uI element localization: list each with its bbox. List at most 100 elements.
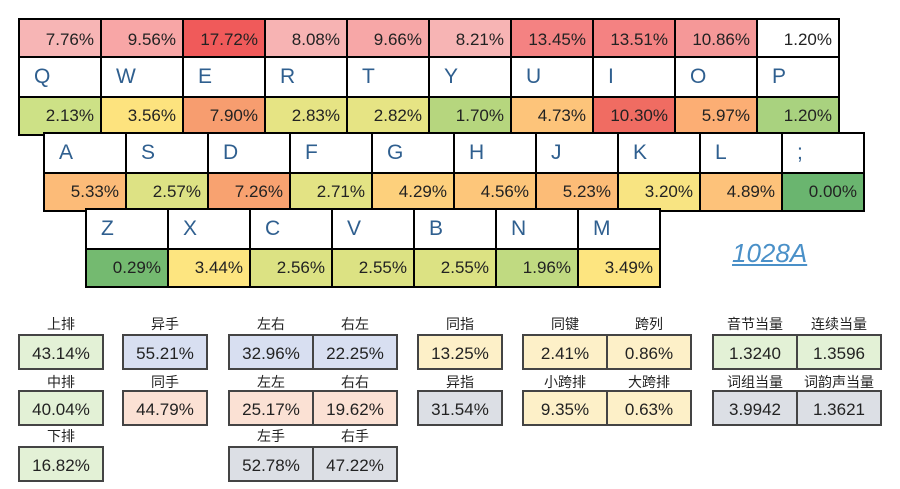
key-frequency: 2.83% xyxy=(266,96,346,134)
key-semicolon: ; 0.00% xyxy=(781,132,865,212)
stat-value-xia-pai: 16.82% xyxy=(18,446,104,482)
key-frequency: 3.56% xyxy=(102,96,182,134)
key-g: G 4.29% xyxy=(371,132,455,212)
stat-value-tong-jian: 2.41% xyxy=(522,334,608,370)
stat-value-yi-zhi: 31.54% xyxy=(417,390,503,426)
key-letter: A xyxy=(59,141,74,164)
key-frequency: 4.89% xyxy=(701,172,781,210)
stat-value-da-kua-pai: 0.63% xyxy=(606,390,692,426)
key-letter: Q xyxy=(34,65,51,88)
key-letter: H xyxy=(469,141,485,164)
key-frequency: 4.56% xyxy=(455,172,535,210)
key-frequency: 2.56% xyxy=(251,248,331,286)
key-b: B 2.55% xyxy=(413,208,497,288)
key-frequency: 2.71% xyxy=(291,172,371,210)
key-a: A 5.33% xyxy=(43,132,127,212)
key-frequency: 5.33% xyxy=(45,172,125,210)
key-frequency: 1.96% xyxy=(497,248,577,286)
key-o: O 5.97% xyxy=(674,56,758,136)
stat-value-you-zuo: 22.25% xyxy=(312,334,398,370)
stat-value-you-shou: 47.22% xyxy=(312,446,398,482)
top-cell-5: 9.66% xyxy=(346,18,430,58)
top-cell-7: 13.45% xyxy=(510,18,594,58)
stat-label-zhong-pai: 中排 xyxy=(47,374,75,390)
key-y: Y 1.70% xyxy=(428,56,512,136)
key-u: U 4.73% xyxy=(510,56,594,136)
stat-value-zuo-you: 32.96% xyxy=(228,334,314,370)
top-cell-10: 1.20% xyxy=(756,18,840,58)
key-t: T 2.82% xyxy=(346,56,430,136)
key-i: I 10.30% xyxy=(592,56,676,136)
key-letter: Z xyxy=(101,217,114,240)
key-letter: U xyxy=(526,65,542,88)
key-letter: S xyxy=(141,141,156,164)
stat-label-you-you: 右右 xyxy=(341,374,369,390)
stat-value-shang-pai: 43.14% xyxy=(18,334,104,370)
key-frequency: 2.13% xyxy=(20,96,100,134)
key-letter: D xyxy=(223,141,239,164)
top-cell-6: 8.21% xyxy=(428,18,512,58)
key-letter: ; xyxy=(797,141,803,164)
stat-label-zuo-shou: 左手 xyxy=(257,428,285,444)
key-frequency: 3.44% xyxy=(169,248,249,286)
key-letter: L xyxy=(715,141,727,164)
key-p: P 1.20% xyxy=(756,56,840,136)
stat-label-yi-zhi: 异指 xyxy=(446,374,474,390)
stat-value-yi-shou: 55.21% xyxy=(122,334,208,370)
key-z: Z 0.29% xyxy=(85,208,169,288)
top-cell-1: 7.76% xyxy=(18,18,102,58)
key-letter: B xyxy=(429,217,444,240)
stat-value-zhong-pai: 40.04% xyxy=(18,390,104,426)
key-e: E 7.90% xyxy=(182,56,266,136)
stat-label-zuo-zuo: 左左 xyxy=(257,374,285,390)
stat-label-you-shou: 右手 xyxy=(341,428,369,444)
key-m: M 3.49% xyxy=(577,208,661,288)
key-frequency: 5.97% xyxy=(676,96,756,134)
stat-label-xiao-kua-pai: 小跨排 xyxy=(544,374,586,390)
stat-value-you-you: 19.62% xyxy=(312,390,398,426)
key-letter: K xyxy=(633,141,648,164)
stat-label-shang-pai: 上排 xyxy=(47,316,75,332)
key-frequency: 2.55% xyxy=(333,248,413,286)
stat-label-tong-zhi: 同指 xyxy=(446,316,474,332)
key-r: R 2.83% xyxy=(264,56,348,136)
top-cell-4: 8.08% xyxy=(264,18,348,58)
key-letter: W xyxy=(116,65,136,88)
stat-value-tong-zhi: 13.25% xyxy=(417,334,503,370)
key-h: H 4.56% xyxy=(453,132,537,212)
keyboard-row-top: Q 2.13% W 3.56% E 7.90% R 2.83% T 2.82% Y 1.70% U 4.7… xyxy=(18,56,840,136)
key-frequency: 0.29% xyxy=(87,248,167,286)
key-letter: T xyxy=(362,65,375,88)
keyboard-row-home: A 5.33% S 2.57% D 7.26% F 2.71% G 4.29% H 4.56% J 5.2… xyxy=(43,132,865,212)
key-frequency: 10.30% xyxy=(594,96,674,134)
key-v: V 2.55% xyxy=(331,208,415,288)
stat-label-ci-yun-sheng: 词韵声当量 xyxy=(804,374,874,390)
stat-label-you-zuo: 右左 xyxy=(341,316,369,332)
top-cell-9: 10.86% xyxy=(674,18,758,58)
keyboard-row-bottom: Z 0.29% X 3.44% C 2.56% V 2.55% B 2.55% N 1.96% M 3.4… xyxy=(85,208,661,288)
key-letter: J xyxy=(551,141,562,164)
key-letter: N xyxy=(511,217,527,240)
key-frequency: 3.49% xyxy=(579,248,659,286)
key-letter: G xyxy=(387,141,404,164)
key-letter: C xyxy=(265,217,281,240)
stat-value-zuo-zuo: 25.17% xyxy=(228,390,314,426)
key-letter: E xyxy=(198,65,213,88)
key-frequency: 0.00% xyxy=(783,172,863,210)
top-cell-8: 13.51% xyxy=(592,18,676,58)
key-letter: P xyxy=(772,65,787,88)
stat-value-zuo-shou: 52.78% xyxy=(228,446,314,482)
key-frequency: 3.20% xyxy=(619,172,699,210)
stat-value-xiao-kua-pai: 9.35% xyxy=(522,390,608,426)
stat-value-tong-shou: 44.79% xyxy=(122,390,208,426)
key-letter: I xyxy=(608,65,614,88)
stat-value-ci-zu: 3.9942 xyxy=(712,390,798,426)
key-letter: M xyxy=(593,217,611,240)
stat-label-yi-shou: 异手 xyxy=(151,316,179,332)
stat-label-tong-jian: 同键 xyxy=(551,316,579,332)
stat-label-xia-pai: 下排 xyxy=(47,428,75,444)
key-s: S 2.57% xyxy=(125,132,209,212)
stat-value-ci-yun-sheng: 1.3621 xyxy=(796,390,882,426)
key-j: J 5.23% xyxy=(535,132,619,212)
key-l: L 4.89% xyxy=(699,132,783,212)
